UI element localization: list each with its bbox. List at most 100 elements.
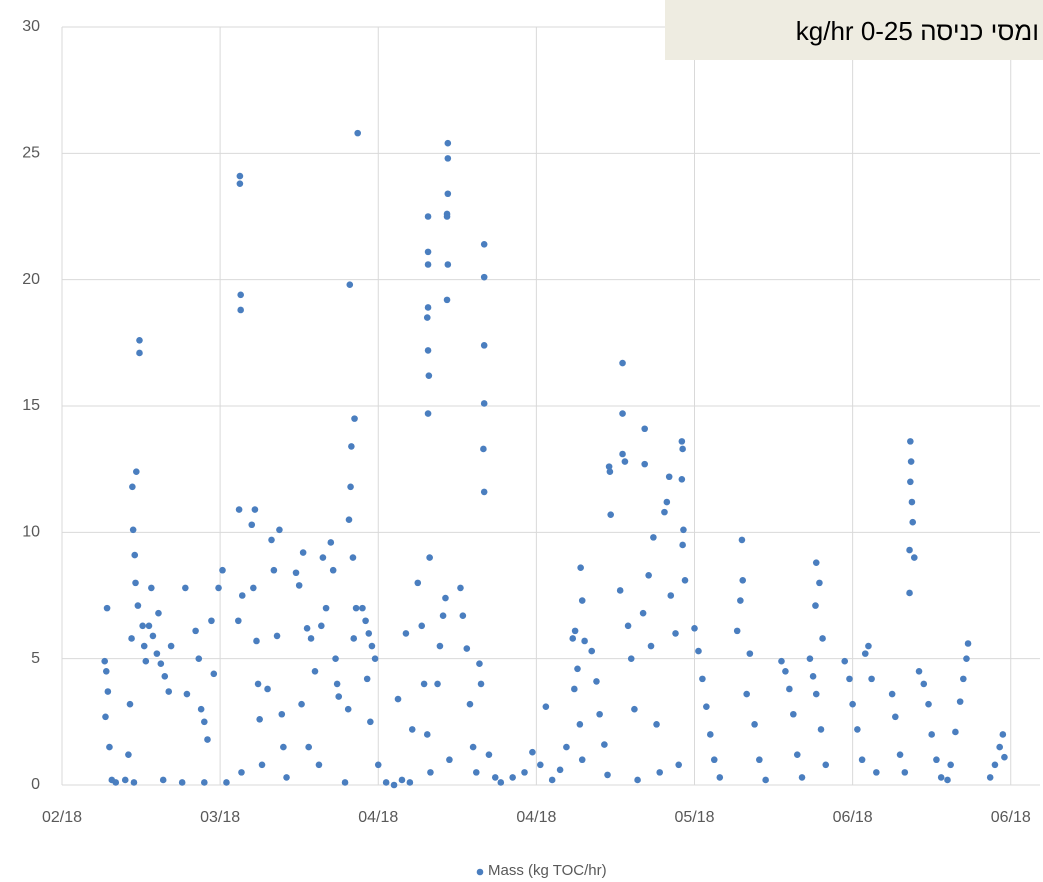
point (345, 516, 353, 523)
point (165, 688, 173, 695)
point (601, 741, 608, 748)
point (273, 632, 281, 640)
point (210, 670, 218, 678)
point (142, 657, 150, 665)
point (964, 640, 972, 647)
point (480, 240, 488, 248)
point (367, 718, 374, 726)
point (679, 541, 686, 549)
point (537, 761, 544, 769)
point (616, 587, 624, 594)
point (322, 604, 330, 612)
point (472, 769, 480, 776)
y-tick-label: 20 (22, 271, 40, 288)
point (910, 554, 918, 561)
point (756, 756, 763, 764)
point (571, 627, 579, 635)
point (333, 680, 341, 688)
point (201, 779, 208, 786)
point (908, 498, 916, 506)
point (569, 635, 577, 642)
point (223, 779, 230, 786)
point (459, 612, 467, 620)
point (424, 261, 432, 268)
point (132, 579, 139, 587)
point (751, 721, 758, 728)
point (258, 761, 266, 769)
point (139, 622, 146, 630)
point (588, 647, 596, 655)
point (672, 630, 679, 637)
point (201, 718, 208, 726)
point (762, 776, 769, 784)
point (928, 731, 935, 738)
point (710, 756, 718, 764)
point (1001, 753, 1008, 761)
point (653, 721, 660, 728)
point (906, 589, 913, 597)
point (656, 769, 664, 776)
point (235, 506, 243, 513)
point (699, 675, 706, 683)
point (235, 617, 242, 625)
point (621, 458, 629, 465)
point (303, 625, 311, 632)
point (798, 774, 806, 781)
point (346, 281, 354, 289)
point (283, 774, 290, 781)
point (145, 622, 153, 630)
point (901, 769, 909, 776)
point (571, 685, 578, 693)
point (126, 700, 134, 708)
point (841, 657, 849, 665)
point (394, 695, 402, 703)
point (305, 743, 312, 751)
point (641, 425, 648, 433)
point (157, 660, 165, 668)
point (159, 776, 167, 784)
legend-label: Mass (kg TOC/hr) (488, 862, 607, 879)
point (351, 415, 358, 422)
point (319, 554, 327, 561)
point (854, 726, 861, 733)
point (425, 372, 433, 379)
point (335, 693, 343, 700)
point (329, 566, 337, 574)
point (402, 630, 410, 637)
point (354, 129, 361, 137)
point (268, 536, 275, 544)
point (477, 680, 485, 688)
point (423, 731, 431, 738)
point (208, 617, 215, 625)
point (778, 657, 785, 665)
point (103, 604, 111, 612)
x-tick-label: 05/18 (674, 809, 714, 826)
point (365, 630, 373, 637)
point (605, 463, 613, 470)
point (909, 518, 917, 526)
point (819, 635, 826, 642)
y-tick-label: 30 (22, 18, 40, 35)
point (925, 700, 932, 708)
chart-title: ומסי כניסה 0-25 kg/hr (665, 0, 1043, 60)
point (812, 559, 820, 566)
point (480, 400, 488, 407)
point (937, 774, 945, 781)
point (102, 713, 109, 721)
point (782, 668, 789, 675)
point (743, 690, 750, 698)
point (563, 743, 570, 751)
point (102, 668, 110, 675)
point (264, 685, 271, 693)
point (634, 776, 641, 784)
point (350, 635, 358, 642)
point (466, 700, 474, 708)
point (485, 751, 493, 758)
point (140, 642, 148, 650)
point (311, 668, 319, 675)
point (497, 779, 505, 786)
point (371, 655, 379, 662)
point (327, 539, 335, 546)
point (442, 594, 449, 602)
